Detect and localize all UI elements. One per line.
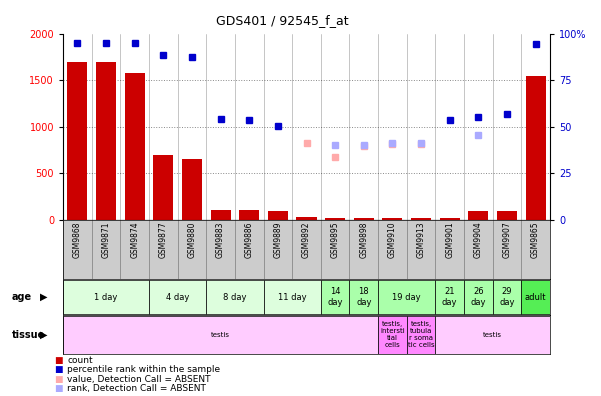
Text: ▶: ▶ — [40, 329, 47, 340]
Bar — [67, 61, 88, 220]
Text: ■: ■ — [54, 385, 63, 393]
Bar — [440, 218, 460, 220]
Text: 14
day: 14 day — [328, 287, 343, 307]
Text: GDS401 / 92545_f_at: GDS401 / 92545_f_at — [216, 14, 349, 27]
Text: GSM9877: GSM9877 — [159, 222, 168, 258]
Bar — [382, 218, 403, 220]
Text: GSM9889: GSM9889 — [273, 222, 282, 258]
Text: rank, Detection Call = ABSENT: rank, Detection Call = ABSENT — [67, 385, 206, 393]
Bar — [321, 280, 349, 314]
Text: ■: ■ — [54, 375, 63, 384]
Text: GSM9895: GSM9895 — [331, 222, 340, 258]
Text: GSM9874: GSM9874 — [130, 222, 139, 258]
Text: GSM9910: GSM9910 — [388, 222, 397, 258]
Text: GSM9901: GSM9901 — [445, 222, 454, 258]
Text: 21
day: 21 day — [442, 287, 457, 307]
Bar — [149, 280, 206, 314]
Bar — [96, 61, 116, 220]
Text: GSM9883: GSM9883 — [216, 222, 225, 258]
Bar — [325, 218, 345, 220]
Text: count: count — [67, 356, 93, 365]
Text: percentile rank within the sample: percentile rank within the sample — [67, 366, 221, 374]
Bar — [435, 316, 550, 354]
Bar — [354, 218, 374, 220]
Bar — [349, 280, 378, 314]
Text: GSM9871: GSM9871 — [102, 222, 111, 258]
Bar — [268, 211, 288, 220]
Bar — [493, 280, 521, 314]
Bar — [526, 76, 546, 220]
Text: GSM9886: GSM9886 — [245, 222, 254, 258]
Text: testis,
tubula
r soma
tic cells: testis, tubula r soma tic cells — [407, 321, 435, 348]
Text: 8 day: 8 day — [223, 293, 246, 301]
Bar — [63, 316, 378, 354]
Text: GSM9880: GSM9880 — [188, 222, 197, 258]
Text: 19 day: 19 day — [392, 293, 421, 301]
Bar — [464, 280, 493, 314]
Text: 29
day: 29 day — [499, 287, 514, 307]
Text: testis: testis — [211, 331, 230, 338]
Bar — [435, 280, 464, 314]
Bar — [206, 280, 264, 314]
Bar — [239, 209, 259, 220]
Bar — [182, 159, 202, 220]
Bar — [497, 211, 517, 220]
Text: GSM9913: GSM9913 — [416, 222, 426, 258]
Text: GSM9898: GSM9898 — [359, 222, 368, 258]
Text: GSM9907: GSM9907 — [502, 222, 511, 258]
Bar — [63, 280, 149, 314]
Text: ■: ■ — [54, 366, 63, 374]
Text: 11 day: 11 day — [278, 293, 307, 301]
Text: GSM9868: GSM9868 — [73, 222, 82, 258]
Bar — [124, 73, 145, 220]
Text: GSM9904: GSM9904 — [474, 222, 483, 258]
Bar — [378, 316, 407, 354]
Bar — [411, 218, 431, 220]
Text: GSM9865: GSM9865 — [531, 222, 540, 258]
Text: ▶: ▶ — [40, 292, 47, 302]
Text: 26
day: 26 day — [471, 287, 486, 307]
Text: 1 day: 1 day — [94, 293, 118, 301]
Text: testis: testis — [483, 331, 502, 338]
Bar — [468, 211, 489, 220]
Bar — [296, 217, 317, 220]
Text: 4 day: 4 day — [166, 293, 189, 301]
Text: age: age — [12, 292, 32, 302]
Bar — [264, 280, 321, 314]
Bar — [521, 280, 550, 314]
Text: 18
day: 18 day — [356, 287, 371, 307]
Text: ■: ■ — [54, 356, 63, 365]
Bar — [407, 316, 435, 354]
Bar — [153, 154, 173, 220]
Text: tissue: tissue — [12, 329, 45, 340]
Text: testis,
intersti
tial
cells: testis, intersti tial cells — [380, 321, 405, 348]
Bar — [210, 209, 231, 220]
Bar — [378, 280, 435, 314]
Text: adult: adult — [525, 293, 546, 301]
Text: value, Detection Call = ABSENT: value, Detection Call = ABSENT — [67, 375, 211, 384]
Text: GSM9892: GSM9892 — [302, 222, 311, 258]
